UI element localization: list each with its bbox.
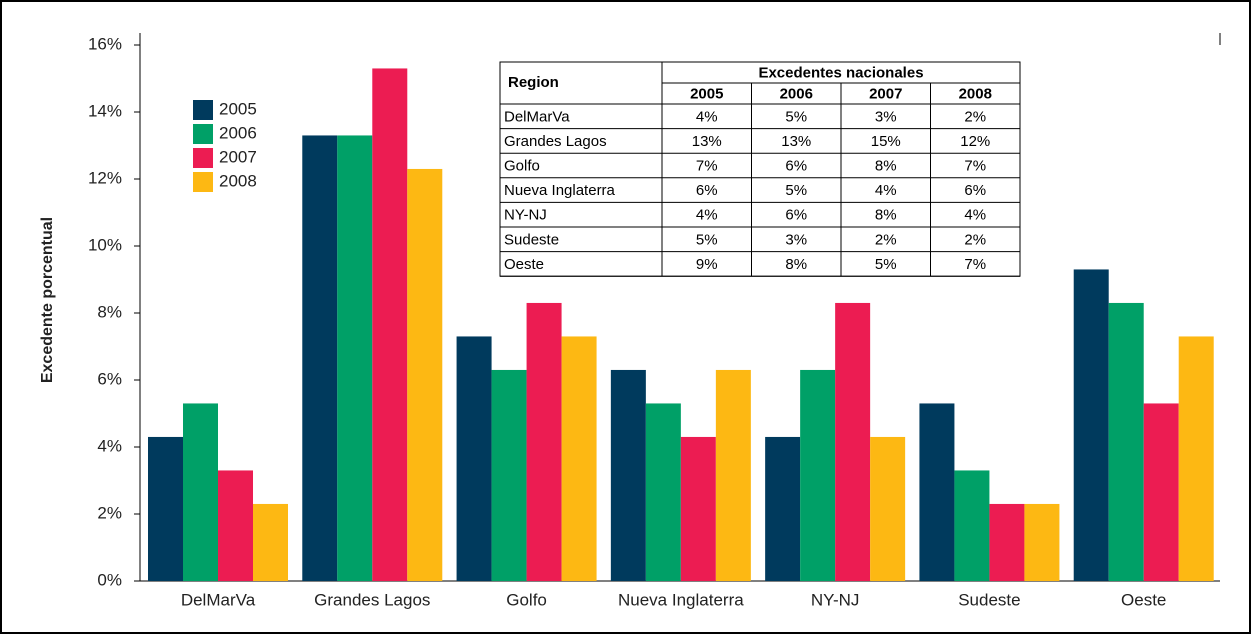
- table-header: Region: [508, 74, 559, 91]
- y-axis-label: Excedente porcentual: [39, 217, 56, 383]
- table-cell: 7%: [964, 157, 986, 174]
- y-tick-label: 14%: [88, 101, 122, 120]
- legend-swatch: [193, 100, 213, 120]
- table-cell: 2%: [964, 231, 986, 248]
- table-cell: Oeste: [504, 256, 544, 273]
- y-tick-label: 4%: [97, 436, 122, 455]
- table-cell: Golfo: [504, 157, 540, 174]
- table-cell: 7%: [964, 256, 986, 273]
- y-tick-label: 0%: [97, 570, 122, 589]
- bar: [148, 436, 183, 581]
- table-cell: 7%: [696, 157, 718, 174]
- bar: [337, 135, 373, 581]
- table-cell: DelMarVa: [504, 108, 570, 125]
- table-cell: 4%: [964, 207, 986, 224]
- y-tick-label: 10%: [88, 235, 122, 254]
- table-cell: 6%: [785, 157, 807, 174]
- table-cell: 5%: [696, 231, 718, 248]
- legend-swatch: [193, 124, 213, 144]
- table-header: 2005: [690, 85, 723, 102]
- bar: [765, 436, 801, 581]
- bar: [407, 168, 443, 581]
- x-tick-label: Oeste: [1121, 590, 1166, 609]
- bar: [526, 302, 562, 581]
- table-cell: 15%: [871, 133, 901, 150]
- bar: [302, 135, 338, 581]
- bar: [1143, 403, 1179, 581]
- table-header: Excedentes nacionales: [758, 64, 923, 81]
- bar: [645, 403, 681, 581]
- x-tick-label: DelMarVa: [181, 590, 256, 609]
- table-cell: 9%: [696, 256, 718, 273]
- bar: [954, 470, 990, 581]
- table-header: 2007: [869, 85, 902, 102]
- table-cell: 8%: [875, 207, 897, 224]
- bar: [218, 470, 253, 581]
- legend-label: 2006: [219, 123, 257, 142]
- legend-label: 2005: [219, 99, 257, 118]
- table-cell: 6%: [964, 182, 986, 199]
- y-tick-label: 12%: [88, 168, 122, 187]
- bar: [253, 503, 288, 581]
- y-tick-label: 6%: [97, 369, 122, 388]
- table-cell: 3%: [785, 231, 807, 248]
- x-tick-label: Sudeste: [958, 590, 1020, 609]
- bar: [1178, 336, 1214, 581]
- bar: [989, 503, 1025, 581]
- bar: [561, 336, 597, 581]
- table-cell: NY-NJ: [504, 207, 547, 224]
- bar: [680, 436, 716, 581]
- table-cell: 13%: [781, 133, 811, 150]
- y-tick-label: 16%: [88, 34, 122, 53]
- table-cell: 4%: [696, 108, 718, 125]
- table-cell: 8%: [785, 256, 807, 273]
- table-cell: Sudeste: [504, 231, 559, 248]
- table-cell: Grandes Lagos: [504, 133, 607, 150]
- bar: [800, 369, 836, 581]
- table-cell: 3%: [875, 108, 897, 125]
- table-cell: Nueva Inglaterra: [504, 182, 616, 199]
- bar: [610, 369, 646, 581]
- table-cell: 5%: [785, 182, 807, 199]
- table-header: 2006: [780, 85, 813, 102]
- y-tick-label: 2%: [97, 503, 122, 522]
- x-tick-label: Nueva Inglaterra: [618, 590, 744, 609]
- bar: [372, 68, 408, 581]
- table-cell: 2%: [964, 108, 986, 125]
- bar: [491, 369, 527, 581]
- table-header: 2008: [959, 85, 992, 102]
- table-cell: 12%: [960, 133, 990, 150]
- x-tick-label: Grandes Lagos: [314, 590, 430, 609]
- table-cell: 4%: [696, 207, 718, 224]
- table-bg: [499, 61, 1021, 277]
- x-tick-label: NY-NJ: [811, 590, 860, 609]
- x-tick-label: Golfo: [506, 590, 547, 609]
- table-cell: 6%: [696, 182, 718, 199]
- bar: [870, 436, 906, 581]
- table-cell: 5%: [785, 108, 807, 125]
- table-cell: 4%: [875, 182, 897, 199]
- legend-label: 2008: [219, 171, 257, 190]
- bar: [1024, 503, 1060, 581]
- bar: [1073, 269, 1109, 581]
- bar: [1108, 302, 1144, 581]
- bar: [919, 403, 955, 581]
- table-cell: 6%: [785, 207, 807, 224]
- bar: [456, 336, 492, 581]
- table-cell: 13%: [692, 133, 722, 150]
- data-table: Region Excedentes nacionales 2005 2006 2007 2…: [499, 61, 1021, 277]
- legend-swatch: [193, 148, 213, 168]
- table-cell: 2%: [875, 231, 897, 248]
- bar: [183, 403, 218, 581]
- legend-swatch: [193, 172, 213, 192]
- legend-label: 2007: [219, 147, 257, 166]
- bar: [715, 369, 751, 581]
- table-cell: 5%: [875, 256, 897, 273]
- table-cell: 8%: [875, 157, 897, 174]
- bar: [835, 302, 871, 581]
- y-tick-label: 8%: [97, 302, 122, 321]
